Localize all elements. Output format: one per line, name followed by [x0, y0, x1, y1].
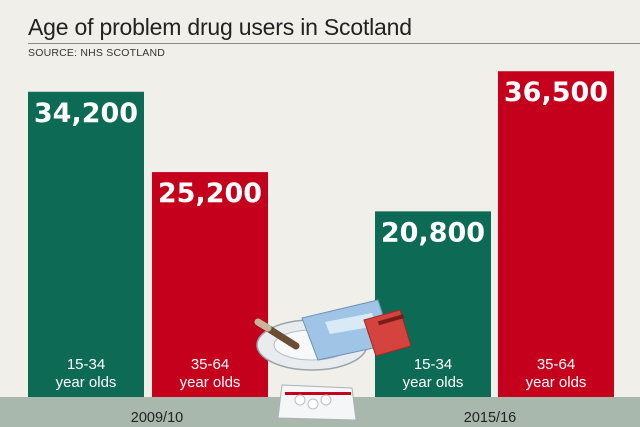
- group-label-2015-16: 2015/16: [464, 410, 516, 426]
- drug-paraphernalia-illustration: [254, 299, 412, 421]
- category-label-line2-series-0-group-1: year olds: [403, 374, 464, 391]
- bar-series-0-group-1: [375, 211, 491, 397]
- bar-series-1-group-0: [152, 172, 268, 397]
- category-label-line1-series-1-group-0: 35-64: [191, 356, 229, 373]
- category-label-line2-series-0-group-0: year olds: [56, 374, 117, 391]
- value-label-series-0-group-1: 20,800: [381, 217, 485, 248]
- category-label-line2-series-1-group-1: year olds: [526, 374, 587, 391]
- chart-title: Age of problem drug users in Scotland: [28, 14, 412, 40]
- bar-series-0-group-0: [28, 91, 144, 397]
- category-label-line1-series-0-group-1: 15-34: [414, 356, 452, 373]
- category-label-line1-series-0-group-0: 15-34: [67, 356, 105, 373]
- category-label-line1-series-1-group-1: 35-64: [537, 356, 575, 373]
- bar-series-1-group-1: [498, 71, 614, 398]
- title-divider: [28, 43, 640, 44]
- value-label-series-1-group-0: 25,200: [158, 178, 262, 209]
- group-label-2009-10: 2009/10: [131, 410, 183, 426]
- value-label-series-0-group-0: 34,200: [34, 98, 138, 129]
- source-note: SOURCE: NHS SCOTLAND: [28, 47, 166, 59]
- category-label-line2-series-1-group-0: year olds: [180, 374, 241, 391]
- value-label-series-1-group-1: 36,500: [504, 77, 608, 108]
